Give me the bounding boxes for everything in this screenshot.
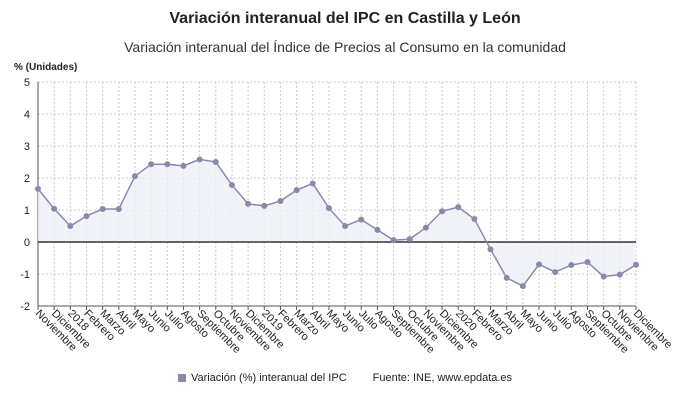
- chart-title: Variación interanual del IPC en Castilla…: [169, 10, 521, 27]
- data-point: [633, 261, 639, 268]
- data-point: [131, 173, 138, 180]
- data-point: [439, 208, 446, 215]
- y-axis-label: % (Unidades): [14, 62, 78, 73]
- data-point: [503, 274, 510, 281]
- data-point: [293, 187, 300, 194]
- data-point: [616, 271, 623, 278]
- source-note: Fuente: INE, www.epdata.es: [372, 372, 513, 384]
- data-point: [584, 259, 591, 266]
- data-point: [325, 205, 332, 212]
- data-point: [148, 161, 155, 168]
- y-tick-label: 3: [24, 141, 30, 153]
- data-point: [245, 200, 252, 207]
- chart-subtitle: Variación interanual del Índice de Preci…: [124, 39, 566, 55]
- data-point: [471, 215, 478, 222]
- data-point: [309, 180, 316, 187]
- data-point: [342, 223, 349, 229]
- y-tick-label: 4: [24, 109, 30, 121]
- y-tick-label: -1: [20, 269, 30, 281]
- data-point: [552, 269, 559, 276]
- data-point: [212, 159, 219, 165]
- data-point: [180, 162, 187, 169]
- data-point: [455, 204, 462, 211]
- data-point: [600, 273, 607, 280]
- series-area: [38, 159, 636, 287]
- data-point: [67, 223, 74, 229]
- y-tick-label: -2: [20, 301, 30, 313]
- data-point: [487, 246, 494, 253]
- legend: Variación (%) interanual del IPC Fuente: …: [0, 372, 690, 384]
- data-point: [374, 226, 381, 233]
- data-point: [99, 206, 106, 213]
- data-point: [358, 216, 365, 223]
- series-line: [37, 158, 637, 288]
- data-point: [261, 202, 268, 209]
- legend-swatch: [177, 374, 186, 383]
- data-point: [228, 182, 235, 189]
- data-point: [568, 262, 575, 269]
- data-point: [196, 156, 203, 163]
- y-tick-label: 1: [24, 205, 30, 217]
- data-point: [277, 198, 284, 205]
- y-tick-label: 0: [24, 237, 30, 249]
- line-chart: -2-1012345NoviembreDiciembre2018FebreroM…: [20, 77, 674, 356]
- data-point: [519, 283, 526, 290]
- data-point: [390, 237, 397, 244]
- data-point: [115, 206, 122, 213]
- data-point: [83, 213, 90, 220]
- data-point: [536, 261, 543, 268]
- data-point: [51, 205, 58, 212]
- data-point: [164, 161, 171, 168]
- y-tick-label: 2: [24, 173, 30, 185]
- data-point: [35, 185, 41, 192]
- y-tick-label: 5: [24, 77, 30, 89]
- data-point: [422, 224, 429, 231]
- legend-label: Variación (%) interanual del IPC: [190, 372, 347, 384]
- data-point: [406, 236, 413, 243]
